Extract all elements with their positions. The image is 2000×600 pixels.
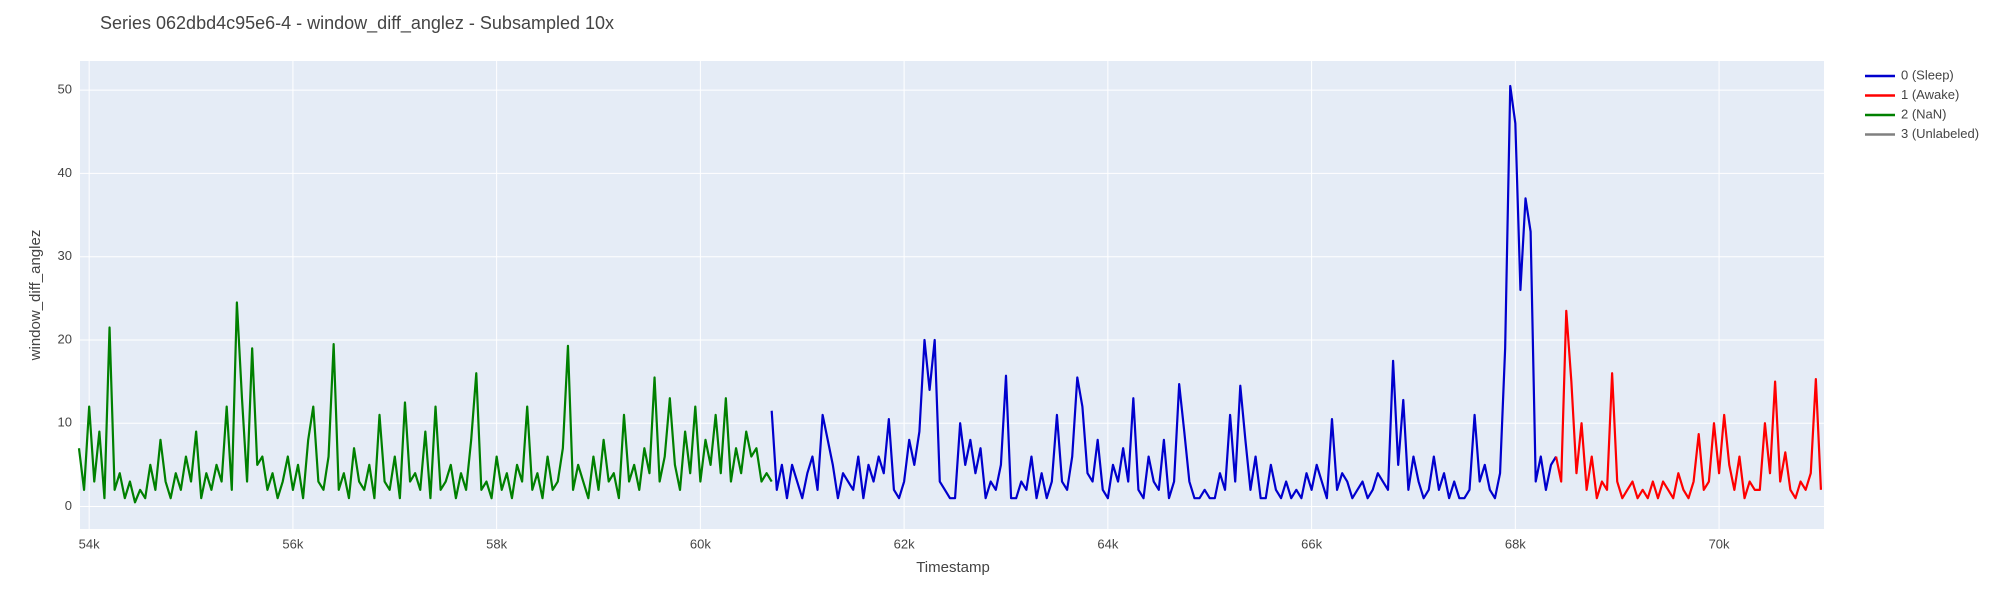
x-tick-label: 60k [690,536,711,551]
grid: 0 10 20 30 40 50 54k 56k 58k 60k 62k 64k 66k 68k 70k [58,61,1824,551]
legend-label: 0 (Sleep) [1901,67,1954,82]
x-tick-label: 62k [894,536,915,551]
y-tick-label: 40 [58,165,72,180]
x-tick-label: 54k [79,536,100,551]
plot-background [80,61,1824,529]
x-tick-label: 58k [486,536,507,551]
x-tick-label: 64k [1097,536,1118,551]
x-tick-label: 56k [282,536,303,551]
series-line [77,301,773,504]
x-axis-title: Timestamp [916,559,990,576]
y-axis-title: window_diff_anglez [27,230,44,362]
y-tick-label: 0 [65,498,72,513]
legend-label: 2 (NaN) [1901,106,1947,121]
x-tick-label: 68k [1505,536,1526,551]
y-tick-label: 30 [58,248,72,263]
series-line [1555,309,1823,500]
legend-label: 1 (Awake) [1901,87,1959,102]
x-tick-label: 66k [1301,536,1322,551]
y-tick-label: 10 [58,415,72,430]
marks [77,84,1823,504]
legend-label: 3 (Unlabeled) [1901,126,1979,141]
series-line [770,84,1558,500]
x-tick-label: 70k [1709,536,1730,551]
y-tick-label: 20 [58,331,72,346]
y-tick-label: 50 [58,82,72,97]
legend: 0 (Sleep) 1 (Awake) 2 (NaN) 3 (Unlabeled) [1865,67,1979,141]
chart-title: Series 062dbd4c95e6-4 - window_diff_angl… [100,13,614,34]
